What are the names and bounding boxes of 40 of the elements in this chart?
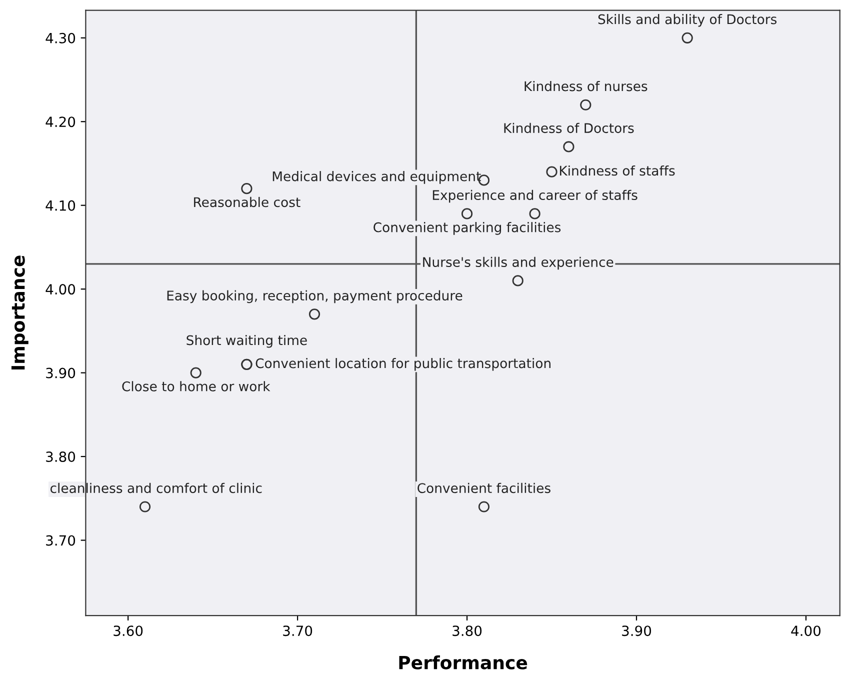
x-tick-label: 3.70 [283,626,312,636]
point [580,99,592,110]
y-axis-title: Importance [11,256,28,370]
x-tick-label: 3.80 [452,626,482,636]
point [478,501,490,512]
annotation: Kindness of nurses [524,80,648,92]
y-tick-label: 4.10 [46,200,76,211]
annotation: Experience and career of staffs [432,190,638,203]
annotation: Easy booking, reception, payment procedure [167,290,462,304]
y-tick-label: 3.90 [46,368,76,378]
x-tick-label: 3.90 [622,626,652,636]
point [529,208,540,220]
annotation: Reasonable cost [194,196,300,208]
point [546,166,558,178]
x-axis-title: Performance [399,655,528,670]
point [308,308,320,320]
annotation: Close to home or work [122,381,270,392]
annotation: Convenient parking facilities [374,222,561,235]
y-tick-label: 4.30 [46,32,76,44]
annotation: Medical devices and equipment [272,171,481,184]
point [682,32,693,44]
x-tick-label: 3.60 [114,626,143,636]
annotation: Skills and ability of Doctors [598,14,777,27]
annotation: Kindness of Doctors [504,122,634,134]
point [512,275,524,286]
annotation: Convenient facilities [418,482,550,494]
annotation: Short waiting time [186,334,307,348]
annotation: Kindness of staffs [560,165,675,176]
point [139,501,151,512]
annotation: Convenient location for public transportation [256,358,550,371]
point [563,141,574,152]
y-tick-label: 3.80 [46,451,76,462]
point [190,367,202,378]
point [461,208,473,220]
y-tick-label: 4.00 [46,284,76,295]
x-tick-label: 4.00 [791,626,821,636]
y-tick-label: 3.70 [46,535,76,546]
y-tick-label: 4.20 [46,116,76,128]
annotation: Nurse's skills and experience [423,256,614,270]
point [241,183,252,194]
